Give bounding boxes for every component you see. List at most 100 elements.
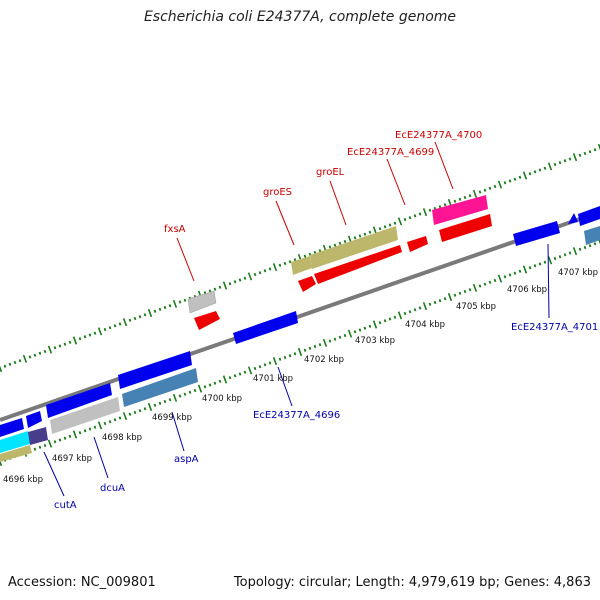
leader-4699 — [386, 158, 406, 206]
major-tick — [472, 189, 478, 198]
minor-tick — [453, 293, 457, 297]
minor-tick — [418, 212, 422, 216]
gene-khaki-left[interactable] — [0, 445, 32, 462]
gene-dcuA[interactable] — [46, 383, 112, 418]
minor-tick — [478, 190, 482, 194]
minor-tick — [488, 186, 492, 190]
minor-tick — [333, 337, 337, 341]
major-tick — [222, 281, 228, 290]
gene-navy[interactable] — [28, 427, 48, 445]
minor-tick — [168, 398, 172, 402]
minor-tick — [268, 267, 272, 271]
minor-tick — [538, 168, 542, 172]
minor-tick — [458, 291, 462, 295]
minor-tick — [283, 261, 287, 266]
gene-EcE24377A_4696[interactable] — [233, 311, 298, 344]
gene-blue-edge-2[interactable] — [578, 206, 600, 226]
gene-gray-long[interactable] — [50, 397, 120, 434]
major-tick — [572, 247, 578, 256]
gene-red-long-1[interactable] — [314, 245, 402, 284]
forward-strand-genes — [187, 195, 600, 330]
gene-EcE24377A_4701[interactable] — [513, 221, 560, 246]
minor-tick — [388, 317, 392, 321]
gene-red-small-2[interactable] — [298, 276, 316, 292]
minor-tick — [68, 340, 72, 344]
minor-tick — [213, 381, 217, 385]
minor-tick — [53, 346, 57, 350]
gene-groEL[interactable] — [310, 226, 398, 269]
major-tick — [272, 263, 278, 272]
major-tick — [0, 365, 3, 373]
minor-tick — [333, 243, 337, 247]
label-dcuA: dcuA — [100, 483, 125, 494]
minor-tick — [393, 315, 397, 319]
map-title: Escherichia coli E24377A, complete genom… — [143, 9, 457, 25]
minor-tick — [58, 438, 62, 442]
genome-summary-text: Topology: circular; Length: 4,979,619 bp… — [233, 575, 591, 590]
minor-tick — [253, 366, 257, 371]
minor-tick — [108, 326, 112, 330]
minor-tick — [443, 297, 447, 301]
minor-tick — [403, 217, 407, 222]
minor-tick — [258, 365, 262, 369]
minor-tick — [513, 271, 517, 275]
minor-tick — [293, 352, 297, 356]
gene-fxsA[interactable] — [187, 290, 217, 314]
minor-tick — [158, 401, 162, 405]
minor-tick — [543, 260, 547, 264]
gene-steel-edge[interactable] — [584, 226, 600, 245]
gene-blue-left-2[interactable] — [26, 411, 42, 428]
leader-groEL — [329, 180, 347, 226]
gene-red-small-1[interactable] — [194, 311, 220, 330]
gene-red-small-3[interactable] — [407, 236, 428, 252]
major-tick — [547, 256, 553, 265]
minor-tick — [113, 418, 117, 422]
scale-label: 4696 kbp — [3, 475, 43, 485]
major-tick — [472, 283, 478, 292]
minor-tick — [518, 175, 522, 179]
gene-aspA[interactable] — [118, 351, 192, 389]
gene-groES[interactable] — [291, 256, 312, 275]
minor-tick — [528, 266, 532, 270]
major-tick — [547, 162, 553, 171]
gene-cyan[interactable] — [0, 431, 30, 453]
label-EcE24377A_4701: EcE24377A_4701 — [511, 322, 598, 333]
minor-tick — [363, 232, 367, 236]
minor-tick — [263, 363, 267, 367]
minor-tick — [593, 148, 597, 152]
scale-labels: 4696 kbp 4697 kbp 4698 kbp 4699 kbp 4700… — [3, 268, 598, 485]
leader-4701 — [547, 243, 550, 319]
minor-tick — [583, 151, 587, 156]
minor-tick — [38, 445, 42, 449]
minor-tick — [218, 285, 222, 289]
minor-tick — [158, 307, 162, 311]
minor-tick — [143, 313, 147, 317]
minor-tick — [438, 205, 442, 209]
major-tick — [347, 329, 353, 338]
minor-tick — [303, 348, 307, 352]
gene-EcE24377A_4699[interactable] — [439, 214, 492, 242]
minor-tick — [458, 197, 462, 201]
major-tick — [597, 143, 600, 151]
minor-tick — [588, 150, 592, 154]
label-EcE24377A_4700: EcE24377A_4700 — [395, 130, 482, 141]
gene-blue-left-1[interactable] — [0, 418, 24, 437]
minor-tick — [278, 263, 282, 267]
major-tick — [0, 459, 3, 467]
minor-tick — [253, 272, 257, 277]
minor-tick — [578, 153, 582, 157]
gene-blue-edge-1[interactable] — [568, 213, 578, 224]
major-tick — [147, 402, 153, 412]
major-tick — [147, 308, 153, 318]
minor-tick — [543, 166, 547, 170]
gene-EcE24377A_4700[interactable] — [432, 195, 488, 225]
gene-steel-long[interactable] — [122, 368, 198, 407]
minor-tick — [568, 251, 572, 255]
minor-tick — [238, 372, 242, 376]
minor-tick — [228, 282, 232, 286]
minor-tick — [163, 399, 167, 404]
minor-tick — [53, 440, 57, 444]
minor-tick — [63, 436, 67, 440]
minor-tick — [313, 344, 317, 349]
